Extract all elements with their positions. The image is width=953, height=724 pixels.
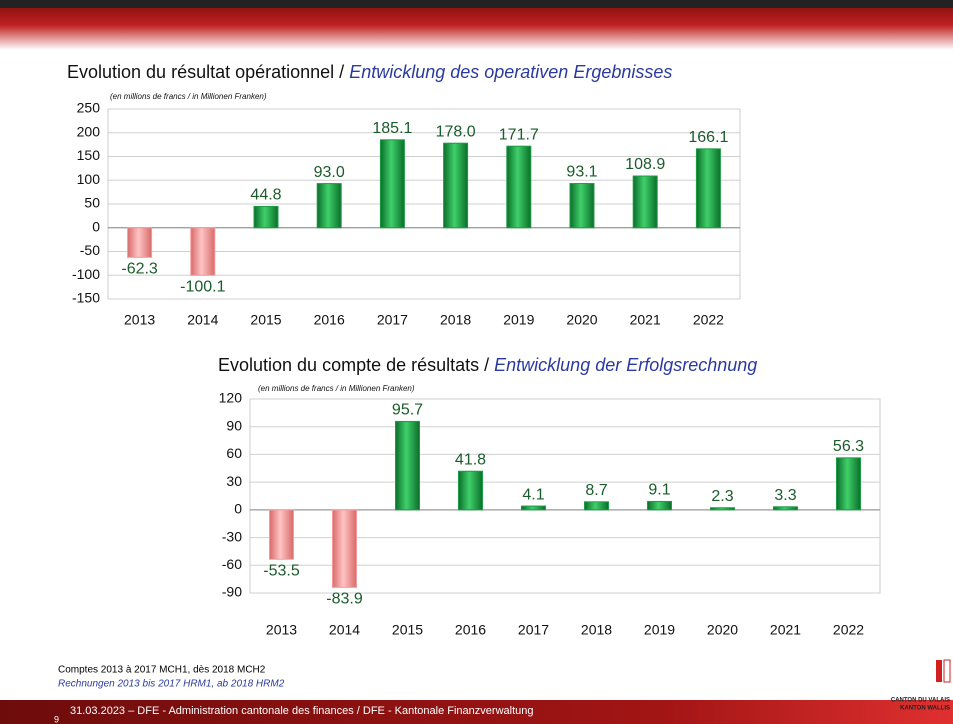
y-tick-label: 50 [84,195,100,211]
y-tick-label: 90 [226,417,242,433]
x-tick-label: 2013 [124,312,155,328]
top-edge [0,0,953,8]
x-tick-label: 2022 [693,312,724,328]
data-label: 93.0 [314,164,345,181]
title-fr: Evolution du compte de résultats / [218,355,494,375]
bar [632,175,658,229]
x-tick-label: 2018 [581,622,612,638]
data-label: 4.1 [522,486,544,503]
y-tick-label: 250 [77,100,101,116]
title-de: Entwicklung des operativen Ergebnisses [349,62,672,82]
top-banner [0,0,953,50]
y-tick-label: -50 [80,242,100,258]
y-tick-label: 200 [77,123,101,139]
x-tick-label: 2020 [707,622,738,638]
data-label: -83.9 [326,591,363,608]
x-tick-label: 2019 [644,622,675,638]
bar [443,142,469,229]
y-tick-label: 0 [92,218,100,234]
data-label: 2.3 [711,488,733,505]
x-tick-label: 2022 [833,622,864,638]
bar [647,500,672,511]
bar [190,227,216,276]
bar [127,227,153,258]
data-label: 3.3 [774,487,796,504]
bar [506,145,532,229]
bar [316,183,342,229]
y-tick-label: 60 [226,445,242,461]
bar [695,148,721,229]
y-tick-label: 30 [226,473,242,489]
data-label: 56.3 [833,438,864,455]
bar [458,470,483,511]
x-tick-label: 2013 [266,622,297,638]
bar [569,183,595,229]
x-tick-label: 2015 [392,622,423,638]
bar [836,457,861,511]
data-label: 185.1 [372,120,412,137]
data-label: 44.8 [250,187,281,204]
x-tick-label: 2015 [250,312,281,328]
data-label: 9.1 [648,482,670,499]
x-tick-label: 2021 [630,312,661,328]
footer-text: 31.03.2023 – DFE - Administration canton… [70,705,533,717]
chart-title: Evolution du compte de résultats / Entwi… [218,355,757,375]
logo: CANTON DU VALAIS KANTON WALLIS [891,659,951,712]
logo-line1: CANTON DU VALAIS [891,698,950,704]
chart-title: Evolution du résultat opérationnel / Ent… [67,62,672,82]
bar [379,139,405,229]
data-label: 93.1 [566,164,597,181]
data-label: -62.3 [121,261,158,278]
title-de: Entwicklung der Erfolgsrechnung [494,355,757,375]
x-tick-label: 2021 [770,622,801,638]
data-label: 95.7 [392,402,423,419]
y-tick-label: -100 [72,266,100,282]
y-tick-label: -30 [222,528,242,544]
unit-note: (en millions de francs / in Millionen Fr… [258,384,415,393]
x-tick-label: 2016 [314,312,345,328]
x-tick-label: 2014 [329,622,360,638]
unit-note: (en millions de francs / in Millionen Fr… [110,92,267,101]
y-tick-label: 120 [219,390,243,406]
data-label: 171.7 [499,126,539,143]
y-tick-label: -90 [222,584,242,600]
bar [332,509,357,588]
y-tick-label: 0 [234,501,242,517]
data-label: 178.0 [436,123,476,140]
title-fr: Evolution du résultat opérationnel / [67,62,349,82]
x-tick-label: 2017 [377,312,408,328]
bar [773,506,798,511]
bar [521,505,546,511]
x-tick-label: 2017 [518,622,549,638]
note-fr: Comptes 2013 à 2017 MCH1, dès 2018 MCH2 [58,665,266,676]
note-de: Rechnungen 2013 bis 2017 HRM1, ab 2018 H… [58,679,285,690]
x-tick-label: 2014 [187,312,218,328]
y-tick-label: 150 [77,147,101,163]
bar [269,509,294,560]
x-tick-label: 2019 [503,312,534,328]
page-number: 9 [54,714,59,724]
bottom-bar [0,700,953,724]
bar [395,420,420,511]
bar [584,501,609,511]
bar [710,507,735,511]
data-label: 8.7 [585,482,607,499]
x-tick-label: 2016 [455,622,486,638]
data-label: -100.1 [180,279,225,296]
logo-line2: KANTON WALLIS [900,706,950,712]
y-tick-label: 100 [77,171,101,187]
bar [253,205,279,229]
data-label: -53.5 [263,562,300,579]
y-tick-label: -60 [222,556,242,572]
x-tick-label: 2018 [440,312,471,328]
data-label: 166.1 [688,129,728,146]
data-label: 41.8 [455,451,486,468]
x-tick-label: 2020 [566,312,597,328]
data-label: 108.9 [625,156,665,173]
y-tick-label: -150 [72,290,100,306]
